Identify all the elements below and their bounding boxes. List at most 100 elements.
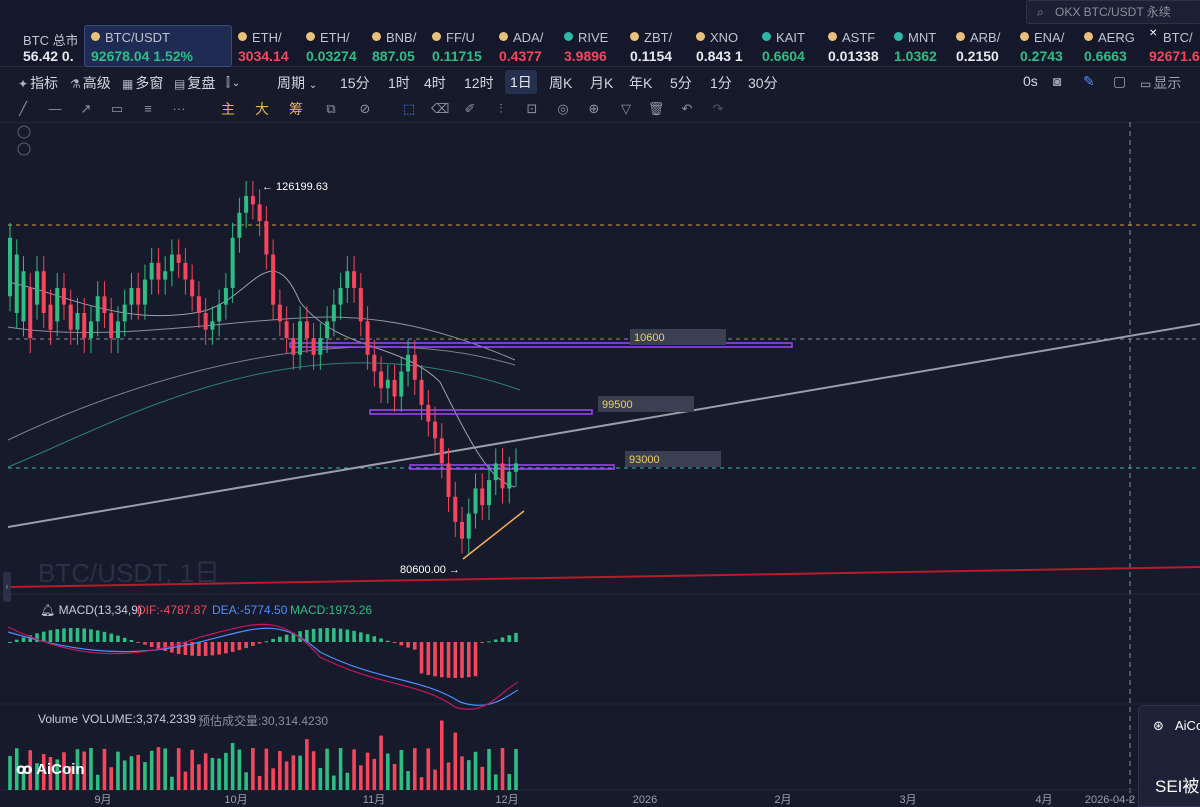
ticker-price: 92671.6 xyxy=(1149,48,1200,64)
ticker-1[interactable]: BTC/USDT 92678.04 1.52% xyxy=(84,25,232,67)
display-button[interactable]: ▭ 显示 xyxy=(1140,75,1182,91)
level-label-bg-2 xyxy=(625,451,721,467)
chevron-down-icon: ⌄ xyxy=(308,80,318,91)
volume-bar-16 xyxy=(116,751,120,790)
search-input[interactable]: ⌕ OKX BTC/USDT 永续 xyxy=(1026,0,1200,24)
interval-0[interactable]: 15分 xyxy=(340,75,370,91)
interval-1[interactable]: 1时 xyxy=(388,75,410,91)
interval-7[interactable]: 年K xyxy=(629,75,653,91)
multi-window-button[interactable]: ▦ 多窗 xyxy=(122,75,164,91)
interval-8[interactable]: 5分 xyxy=(670,75,692,91)
magnet-icon[interactable]: ⫶ xyxy=(499,101,503,116)
candle-body-11 xyxy=(82,312,87,339)
redo-icon[interactable]: ↷ xyxy=(712,101,724,116)
macd-dif: DIF:-4787.87 xyxy=(137,603,208,617)
level-label-0: 10600 xyxy=(634,332,665,344)
ticker-5[interactable]: FF/U 0.11715 xyxy=(426,26,488,66)
auto-draw-icon[interactable]: ⧉ xyxy=(326,101,336,116)
level-label-bg-1 xyxy=(598,396,694,412)
undo-icon[interactable]: ↶ xyxy=(681,101,693,116)
macd-bar-20 xyxy=(143,642,147,645)
interval-5[interactable]: 周K xyxy=(549,75,573,91)
side-collapse-tab[interactable]: ‹ xyxy=(3,572,11,602)
trend-line-icon[interactable]: ╱ xyxy=(19,101,27,116)
ticker-15[interactable]: AERG 0.6663 xyxy=(1078,26,1138,66)
ticker-2[interactable]: ETH/3034.14 xyxy=(232,26,296,66)
candle-body-56 xyxy=(385,379,390,389)
ticker-16[interactable]: ✕ BTC/92671.6 xyxy=(1143,26,1200,66)
candle-body-4 xyxy=(34,271,39,305)
interval-6[interactable]: 月K xyxy=(590,75,614,91)
volume-bar-30 xyxy=(210,757,215,790)
trash-icon[interactable]: 🗑 xyxy=(647,101,665,116)
candle-body-13 xyxy=(95,296,100,322)
parallel-lines-icon[interactable]: ≡ xyxy=(144,101,152,116)
chip-distribution-button[interactable]: 筹 xyxy=(289,101,303,117)
candle-body-36 xyxy=(250,196,255,205)
ticker-7[interactable]: RIVE 3.9896 xyxy=(558,26,620,66)
volume-bar-71 xyxy=(487,748,491,790)
ticker-0[interactable]: BTC 总市 56.42 0. xyxy=(17,26,77,66)
horizontal-line-icon[interactable]: — xyxy=(48,101,62,116)
ticker-3[interactable]: ETH/0.03274 xyxy=(300,26,362,66)
candle-body-55 xyxy=(379,371,384,389)
volume-bar-29 xyxy=(203,753,208,790)
candle-body-46 xyxy=(318,338,323,355)
macd-bar-34 xyxy=(237,642,242,651)
candle-body-71 xyxy=(487,480,492,506)
candle-body-39 xyxy=(271,254,276,305)
interval-10[interactable]: 30分 xyxy=(748,75,778,91)
level-box-0 xyxy=(289,342,793,348)
ticker-9[interactable]: XNO 0.843 1 xyxy=(690,26,752,66)
ticker-price: 3.9896 xyxy=(564,48,607,64)
rectangle-icon[interactable]: ▭ xyxy=(110,101,124,116)
chart-type-button[interactable]: ⫿ ⌄ xyxy=(226,75,241,89)
ticker-6[interactable]: ADA/0.4377 xyxy=(493,26,553,66)
ticker-price: 0.1154 xyxy=(630,48,673,64)
interval-9[interactable]: 1分 xyxy=(710,75,732,91)
candle-body-58 xyxy=(399,371,404,397)
ticker-14[interactable]: ENA/0.2743 xyxy=(1014,26,1074,66)
interval-2[interactable]: 4时 xyxy=(424,75,446,91)
pen-icon[interactable]: ✐ xyxy=(464,101,476,116)
eraser-icon[interactable]: ⌫ xyxy=(431,101,450,116)
candle-body-60 xyxy=(412,354,417,380)
volume-bar-3 xyxy=(28,750,33,790)
more-dots-icon[interactable]: ··· xyxy=(172,101,186,116)
main-chip-button[interactable]: 主 xyxy=(221,101,235,117)
chart-area[interactable]: BTC/USDT, 1日 10600 99500 93000 ← 126199.63 80… xyxy=(0,122,1200,805)
volume-bar-28 xyxy=(197,764,201,790)
candle-body-48 xyxy=(331,304,336,322)
indicator-button[interactable]: ✦ 指标 xyxy=(18,75,59,91)
big-order-button[interactable]: 大 xyxy=(255,101,269,117)
interval-4[interactable]: 1日 xyxy=(505,70,537,94)
advanced-button[interactable]: ⚗ 高级 xyxy=(70,75,111,91)
macd-bar-70 xyxy=(480,642,485,643)
window-icon[interactable]: ▢ xyxy=(1113,73,1127,89)
ticker-11[interactable]: ASTF 0.01338 xyxy=(822,26,884,66)
ticker-13[interactable]: ARB/0.2150 xyxy=(950,26,1010,66)
replay-button[interactable]: ▤ 复盘 xyxy=(174,75,216,91)
select-cursor-icon[interactable]: ⬚ xyxy=(402,101,416,116)
lock-icon[interactable]: ⊡ xyxy=(526,101,538,116)
macd-bar-43 xyxy=(298,631,302,642)
bell-icon[interactable]: 🔔︎ xyxy=(40,603,56,617)
visible-icon[interactable]: ◎ xyxy=(557,101,569,116)
ticker-4[interactable]: BNB/887.05 xyxy=(366,26,422,66)
camera-icon[interactable]: ◙ xyxy=(1053,73,1062,89)
hide-drawings-icon[interactable]: ⊘ xyxy=(359,101,371,116)
news-popup[interactable]: ⊛ AiCo SEI被 xyxy=(1138,705,1200,807)
rive-coin-icon xyxy=(564,32,573,41)
volume-bar-13 xyxy=(95,774,100,790)
arrow-line-icon[interactable]: ↗ xyxy=(80,101,92,116)
ticker-12[interactable]: MNT 1.0362 xyxy=(888,26,946,66)
period-dropdown[interactable]: 周期 ⌄ xyxy=(277,75,318,91)
pencil-icon[interactable]: ✎ xyxy=(1083,73,1095,89)
ticker-8[interactable]: ZBT/0.1154 xyxy=(624,26,686,66)
link-icon[interactable]: ⊕ xyxy=(588,101,600,116)
interval-3[interactable]: 12时 xyxy=(464,75,494,91)
filter-icon[interactable]: ▽ xyxy=(621,101,631,116)
refresh-status: 0s xyxy=(1023,73,1038,89)
ticker-10[interactable]: KAIT 0.6604 xyxy=(756,26,818,66)
